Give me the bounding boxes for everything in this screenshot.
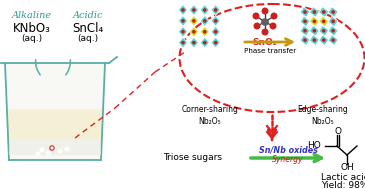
Text: Acidic: Acidic bbox=[73, 11, 103, 20]
Circle shape bbox=[36, 152, 40, 156]
Polygon shape bbox=[328, 35, 338, 45]
Polygon shape bbox=[211, 37, 220, 48]
Text: OH: OH bbox=[340, 163, 354, 173]
Circle shape bbox=[332, 39, 334, 41]
Circle shape bbox=[262, 19, 268, 25]
Text: (aq.): (aq.) bbox=[22, 34, 43, 43]
Text: Sn/Nb oxides: Sn/Nb oxides bbox=[258, 146, 318, 154]
Circle shape bbox=[332, 20, 334, 22]
Circle shape bbox=[182, 20, 184, 22]
Circle shape bbox=[323, 11, 325, 13]
Circle shape bbox=[313, 30, 315, 32]
Text: Triose sugars: Triose sugars bbox=[164, 153, 223, 163]
Polygon shape bbox=[319, 16, 328, 27]
Circle shape bbox=[323, 20, 325, 22]
Circle shape bbox=[204, 42, 206, 44]
Circle shape bbox=[40, 148, 44, 152]
Text: SnCl₄: SnCl₄ bbox=[72, 22, 104, 35]
Polygon shape bbox=[178, 5, 188, 15]
Text: Lactic acid: Lactic acid bbox=[321, 173, 365, 182]
Circle shape bbox=[271, 13, 277, 19]
Circle shape bbox=[193, 20, 195, 22]
Polygon shape bbox=[200, 16, 209, 26]
Polygon shape bbox=[300, 16, 310, 27]
Polygon shape bbox=[319, 26, 328, 36]
Polygon shape bbox=[178, 26, 188, 37]
Polygon shape bbox=[328, 16, 338, 27]
Circle shape bbox=[182, 31, 184, 33]
Circle shape bbox=[270, 23, 276, 29]
Text: (aq.): (aq.) bbox=[77, 34, 99, 43]
Circle shape bbox=[182, 42, 184, 44]
Polygon shape bbox=[328, 7, 338, 17]
Circle shape bbox=[304, 39, 306, 41]
Text: Phase transfer: Phase transfer bbox=[244, 48, 296, 54]
Polygon shape bbox=[211, 16, 220, 26]
Circle shape bbox=[215, 31, 217, 33]
Circle shape bbox=[323, 30, 325, 32]
Circle shape bbox=[65, 147, 69, 151]
Circle shape bbox=[323, 39, 325, 41]
Polygon shape bbox=[300, 26, 310, 36]
Polygon shape bbox=[310, 35, 319, 45]
Polygon shape bbox=[310, 26, 319, 36]
Circle shape bbox=[46, 151, 50, 155]
Text: Alkaline: Alkaline bbox=[12, 11, 52, 20]
Polygon shape bbox=[200, 37, 209, 48]
Polygon shape bbox=[319, 7, 328, 17]
Polygon shape bbox=[178, 16, 188, 26]
Circle shape bbox=[304, 20, 306, 22]
Circle shape bbox=[332, 11, 334, 13]
Polygon shape bbox=[7, 110, 103, 155]
Text: Yield: 98%: Yield: 98% bbox=[321, 181, 365, 189]
Polygon shape bbox=[328, 26, 338, 36]
Polygon shape bbox=[310, 16, 319, 27]
Polygon shape bbox=[178, 37, 188, 48]
Circle shape bbox=[215, 9, 217, 11]
Circle shape bbox=[52, 146, 56, 150]
Polygon shape bbox=[211, 5, 220, 15]
Circle shape bbox=[313, 20, 315, 22]
Text: Edge-sharing
Nb₂O₅: Edge-sharing Nb₂O₅ bbox=[297, 105, 348, 126]
Circle shape bbox=[204, 9, 206, 11]
Circle shape bbox=[182, 9, 184, 11]
Polygon shape bbox=[5, 63, 105, 160]
Text: HO: HO bbox=[307, 142, 321, 150]
Circle shape bbox=[215, 20, 217, 22]
Circle shape bbox=[304, 30, 306, 32]
Polygon shape bbox=[310, 7, 319, 17]
Circle shape bbox=[58, 149, 62, 153]
Polygon shape bbox=[189, 26, 198, 37]
Text: Corner-sharing
Nb₂O₅: Corner-sharing Nb₂O₅ bbox=[181, 105, 238, 126]
Polygon shape bbox=[200, 5, 209, 15]
Circle shape bbox=[193, 31, 195, 33]
Text: KNbO₃: KNbO₃ bbox=[13, 22, 51, 35]
Circle shape bbox=[204, 31, 206, 33]
Circle shape bbox=[332, 30, 334, 32]
Text: Synergy: Synergy bbox=[272, 156, 304, 164]
Polygon shape bbox=[200, 26, 209, 37]
Circle shape bbox=[193, 9, 195, 11]
Polygon shape bbox=[189, 5, 198, 15]
Polygon shape bbox=[189, 16, 198, 26]
Circle shape bbox=[262, 8, 268, 14]
Circle shape bbox=[204, 20, 206, 22]
Circle shape bbox=[313, 39, 315, 41]
Circle shape bbox=[304, 11, 306, 13]
Polygon shape bbox=[300, 35, 310, 45]
Text: O: O bbox=[334, 128, 342, 136]
Circle shape bbox=[253, 13, 259, 19]
Polygon shape bbox=[300, 7, 310, 17]
Circle shape bbox=[215, 42, 217, 44]
Circle shape bbox=[313, 11, 315, 13]
Polygon shape bbox=[319, 35, 328, 45]
Polygon shape bbox=[211, 26, 220, 37]
Circle shape bbox=[262, 29, 268, 35]
Text: SnO₂: SnO₂ bbox=[253, 38, 277, 47]
Polygon shape bbox=[189, 37, 198, 48]
Circle shape bbox=[193, 42, 195, 44]
Polygon shape bbox=[9, 139, 101, 155]
Circle shape bbox=[254, 23, 260, 29]
